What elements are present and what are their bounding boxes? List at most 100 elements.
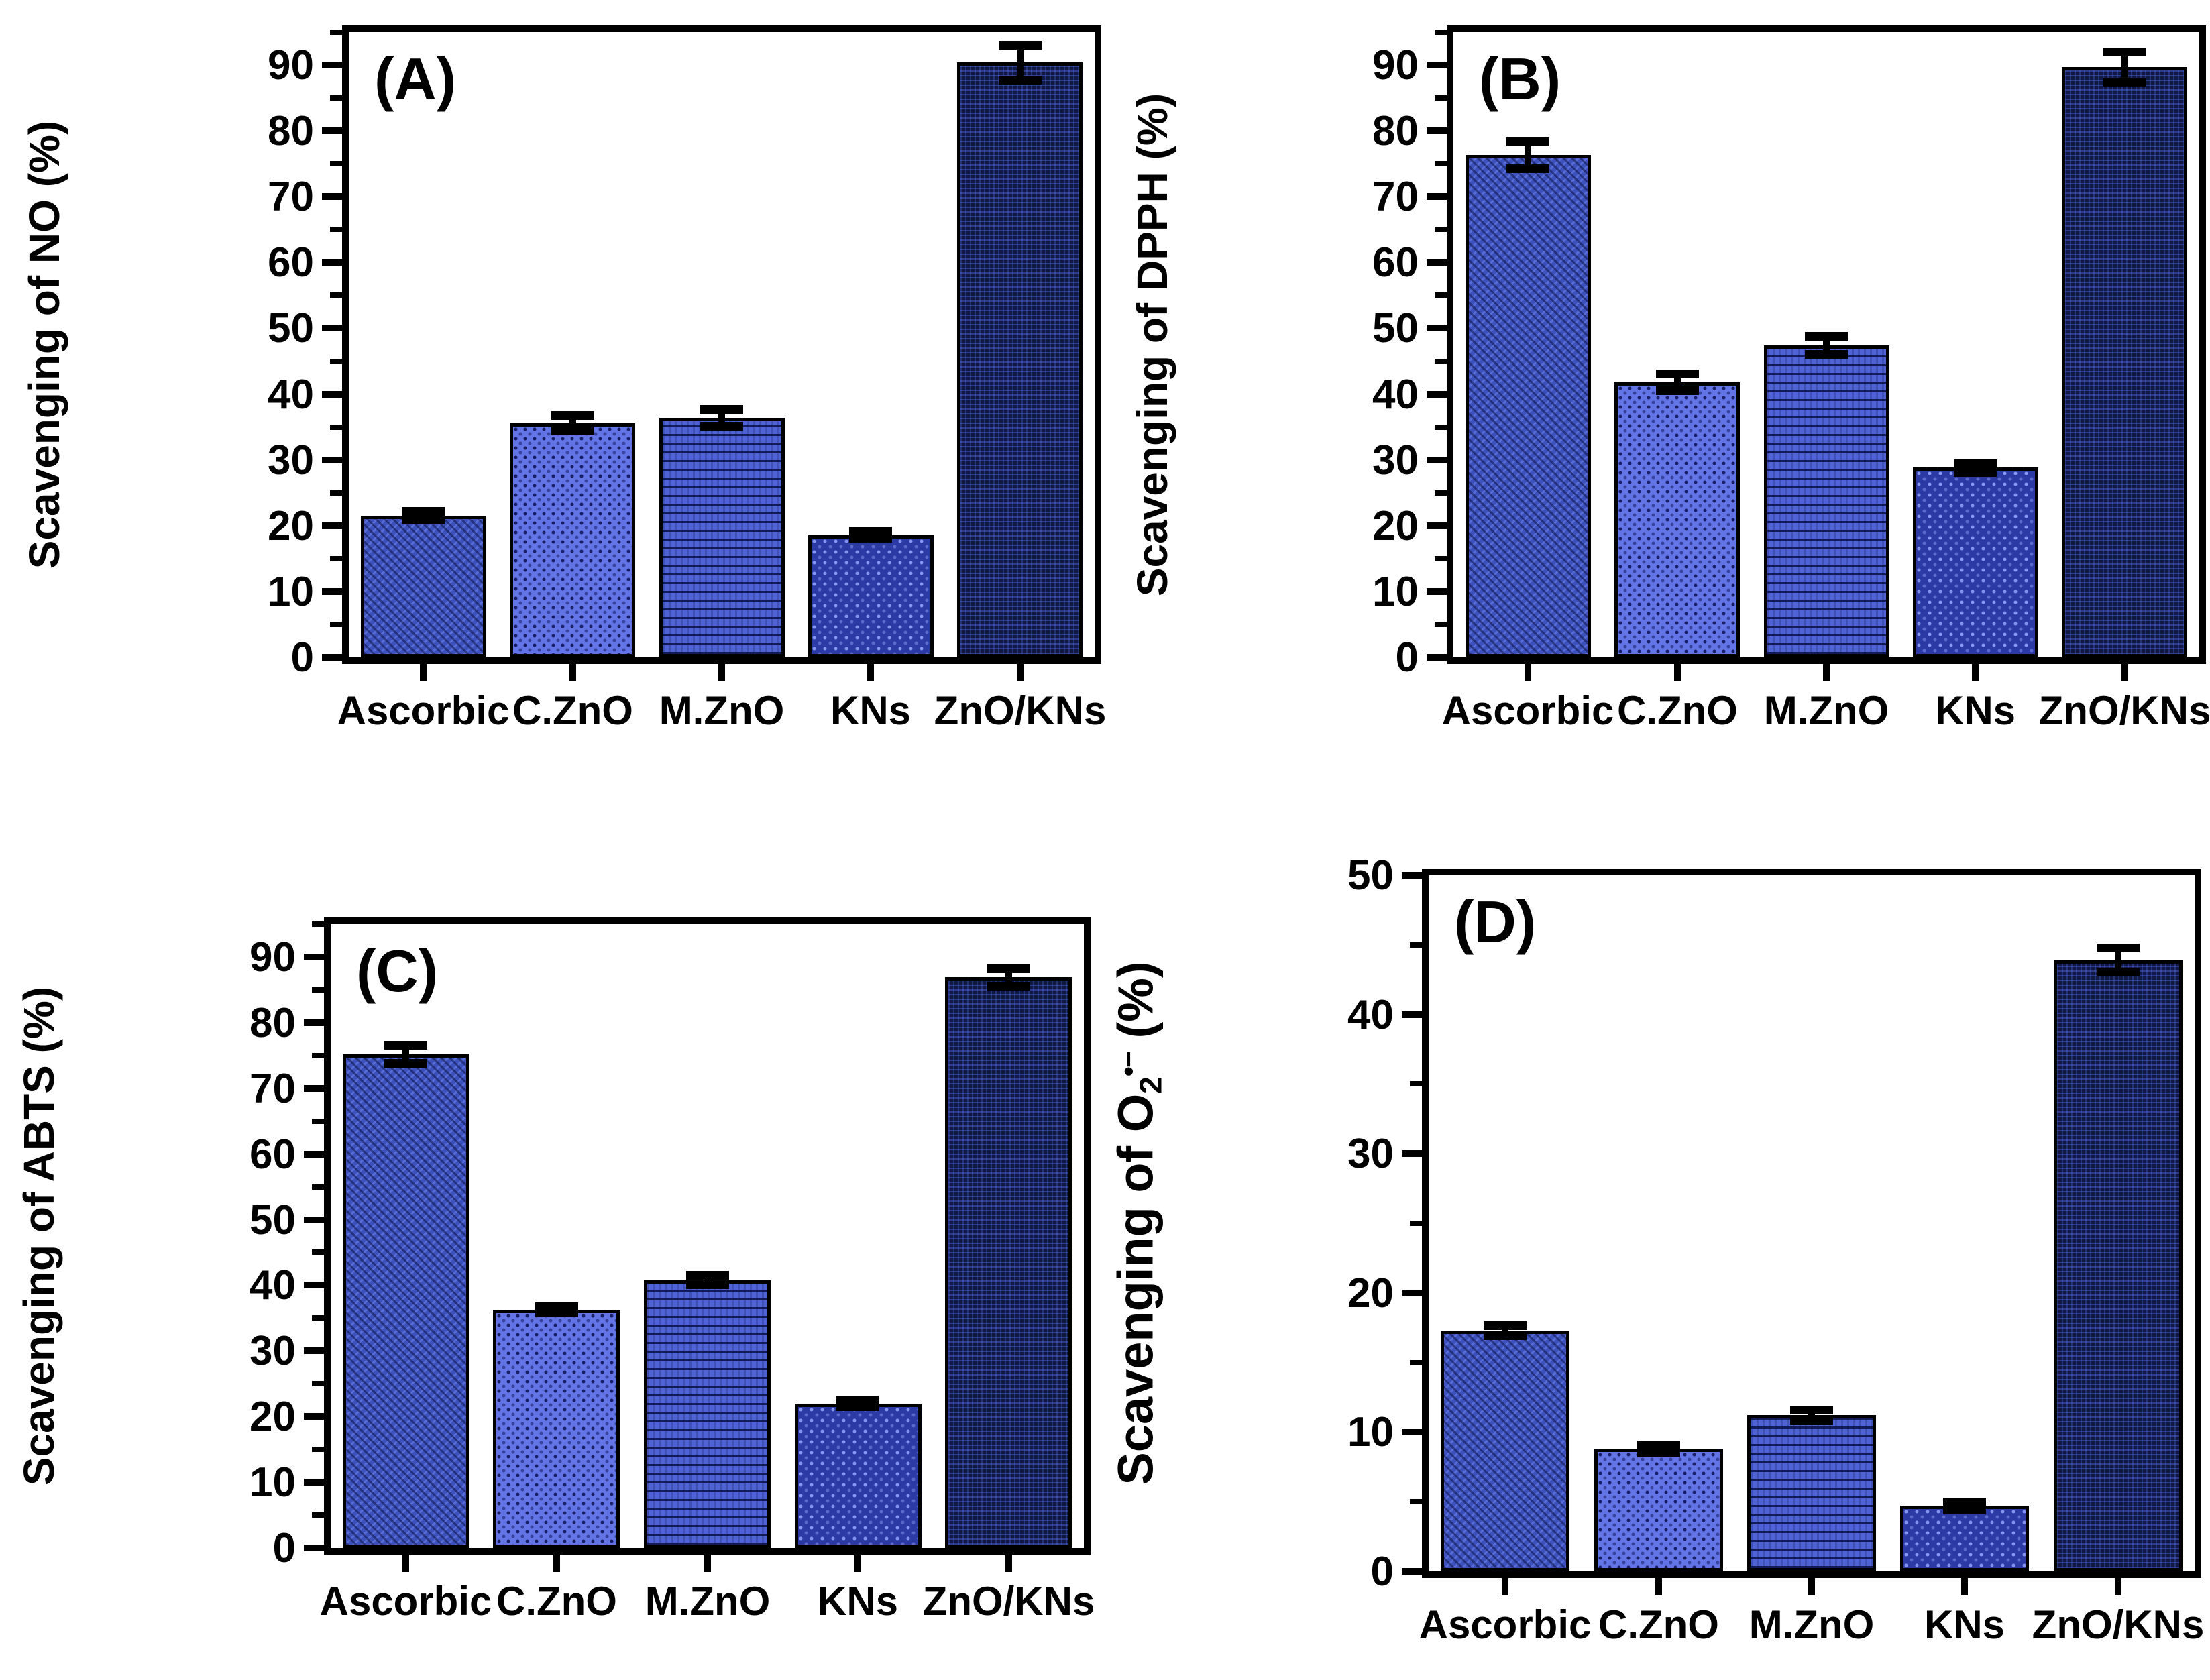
y-axis-tick-label: 10 <box>268 568 314 615</box>
error-bar-cap-top <box>384 1041 427 1050</box>
y-axis-minor-tick <box>330 161 342 167</box>
panel-scavenging-dpph: 0 10 20 30 40 50 60 70 80 90 (B) Scavenging of DPPH… <box>1105 0 2210 840</box>
bar-m-zno <box>1747 1415 1876 1571</box>
error-bar-line <box>569 415 576 431</box>
error-bar-cap-top <box>1954 459 1997 467</box>
error-bar-cap-bottom <box>849 534 892 543</box>
error-bar-cap-top <box>1805 332 1848 341</box>
x-category-label: C.ZnO <box>1598 1602 1719 1647</box>
y-axis-tick-label: 90 <box>250 934 296 981</box>
y-axis-tick-label: 20 <box>268 502 314 549</box>
error-bar-line <box>2115 948 2121 972</box>
x-category-label: M.ZnO <box>659 688 785 733</box>
error-bar-cap-top <box>999 41 1042 50</box>
bar-c-zno <box>1594 1449 1723 1571</box>
panel-scavenging-superoxide: 0 10 20 30 40 50 (D) Scavenging of O2•− (%) Asco… <box>1105 840 2210 1680</box>
y-axis-tick-label: 30 <box>268 437 314 484</box>
error-bar-cap-bottom <box>987 982 1030 991</box>
error-bar-cap-top <box>2103 48 2146 56</box>
y-axis-major-tick <box>322 654 342 661</box>
y-axis-major-tick <box>322 456 342 463</box>
error-bar-line <box>1674 374 1681 391</box>
y-axis-minor-tick <box>330 358 342 364</box>
y-axis-major-tick <box>304 1216 324 1223</box>
error-bar-line <box>1808 1410 1815 1421</box>
y-axis-title-segment: Scavenging of NO (%) <box>20 120 68 569</box>
x-axis-tick <box>1823 664 1830 681</box>
x-category-label: ZnO/KNs <box>2038 688 2210 733</box>
error-bar-cap-top <box>2097 944 2140 952</box>
y-axis-tick-label: 80 <box>1372 108 1419 155</box>
x-axis-tick <box>1017 664 1024 681</box>
y-axis-major-tick <box>1427 193 1447 201</box>
y-axis-minor-tick <box>330 490 342 496</box>
panel-letter: (A) <box>374 46 457 112</box>
x-axis-tick <box>1005 1555 1012 1572</box>
y-axis-title-segment: 2 <box>1133 1076 1168 1094</box>
bar-ascorbic <box>1441 1331 1569 1571</box>
y-axis-major-tick <box>322 390 342 398</box>
y-axis-minor-tick <box>312 987 324 993</box>
x-category-label: KNs <box>830 688 911 733</box>
y-axis-major-tick <box>1402 1568 1422 1575</box>
y-axis-minor-tick <box>312 921 324 927</box>
y-axis-tick-label: 60 <box>1372 239 1419 286</box>
error-bar-cap-bottom <box>2097 968 2140 976</box>
error-bar-cap-top <box>1656 370 1699 378</box>
y-axis-major-tick <box>322 62 342 69</box>
error-bar-cap-top <box>1943 1498 1986 1506</box>
y-axis-major-tick <box>304 1084 324 1092</box>
y-axis-tick-label: 0 <box>290 634 314 681</box>
error-bar-cap-top <box>1790 1406 1833 1414</box>
y-axis-minor-tick <box>330 227 342 233</box>
error-bar-line <box>1823 336 1830 354</box>
y-axis-minor-tick <box>312 1249 324 1255</box>
y-axis-minor-tick <box>1435 555 1447 561</box>
y-axis-tick-label: 40 <box>250 1262 296 1309</box>
y-axis-major-tick <box>304 1347 324 1355</box>
y-axis-minor-tick <box>1435 292 1447 298</box>
error-bar-line <box>1525 142 1531 169</box>
error-bar-cap-bottom <box>1656 386 1699 395</box>
x-axis-tick <box>1808 1578 1815 1595</box>
bar-kns <box>1900 1506 2029 1571</box>
y-axis-major-tick <box>1427 587 1447 595</box>
x-axis-tick <box>569 664 576 681</box>
y-axis-major-tick <box>322 193 342 201</box>
bar-zno-kns <box>2054 960 2183 1571</box>
error-bar-line <box>718 409 725 427</box>
y-axis-major-tick <box>1427 654 1447 661</box>
y-axis-tick-label: 50 <box>1372 305 1419 352</box>
y-axis-minor-tick <box>1435 95 1447 101</box>
y-axis-major-tick <box>322 127 342 135</box>
error-bar-cap-top <box>1484 1321 1527 1330</box>
y-axis-minor-tick <box>312 1118 324 1124</box>
y-axis-major-tick <box>322 325 342 332</box>
bar-c-zno <box>493 1310 620 1548</box>
error-bar-cap-bottom <box>1484 1331 1527 1340</box>
error-bar-line <box>1502 1325 1508 1337</box>
y-axis-tick-label: 90 <box>1372 42 1419 89</box>
y-axis-major-tick <box>1427 390 1447 398</box>
y-axis-minor-tick <box>330 621 342 627</box>
y-axis-minor-tick <box>1435 621 1447 627</box>
x-category-label: Ascorbic <box>1419 1602 1592 1647</box>
bar-kns <box>1913 467 2038 657</box>
x-category-label: M.ZnO <box>645 1579 771 1624</box>
x-category-label: ZnO/KNs <box>2032 1602 2205 1647</box>
y-axis-minor-tick <box>330 292 342 298</box>
y-axis-major-tick <box>1402 1150 1422 1158</box>
x-category-label: C.ZnO <box>512 688 633 733</box>
error-bar-line <box>1005 968 1012 987</box>
x-category-label: Ascorbic <box>1441 688 1614 733</box>
x-category-label: M.ZnO <box>1763 688 1889 733</box>
y-axis-minor-tick <box>312 1381 324 1387</box>
error-bar-cap-bottom <box>551 427 594 435</box>
y-axis-title-segment: Scavenging of DPPH (%) <box>1128 93 1176 597</box>
y-axis-tick-label: 80 <box>250 999 296 1046</box>
x-axis-tick <box>2115 1578 2121 1595</box>
error-bar-cap-bottom <box>1506 164 1549 173</box>
panel-scavenging-abts: 0 10 20 30 40 50 60 70 80 90 (C) Scavenging of ABTS… <box>0 840 1105 1680</box>
x-category-label: M.ZnO <box>1749 1602 1875 1647</box>
x-axis-tick <box>402 1555 409 1572</box>
